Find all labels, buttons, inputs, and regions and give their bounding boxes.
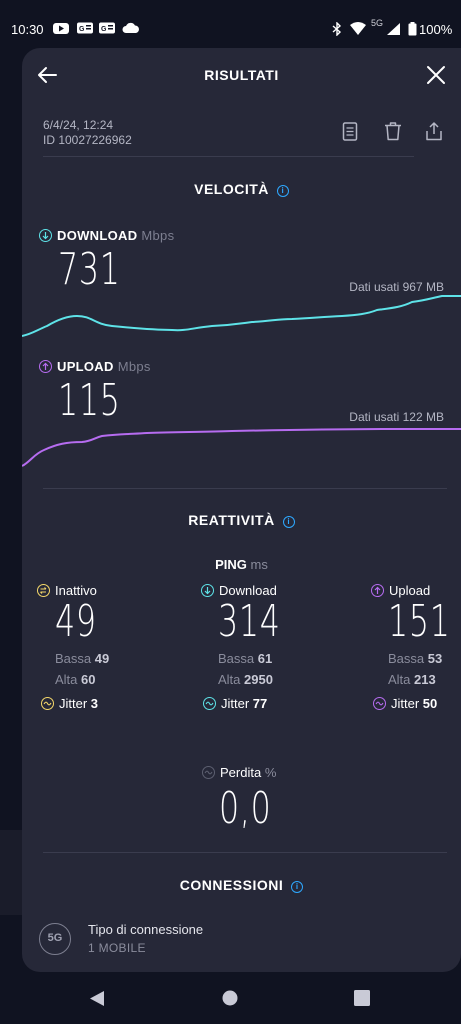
jitter-icon xyxy=(373,697,386,710)
youtube-icon xyxy=(53,23,69,34)
ping-label: PING ms xyxy=(215,557,268,572)
ping-idle: Inattivo xyxy=(37,583,97,598)
ping-upload: Upload xyxy=(371,583,430,598)
download-arrow-icon xyxy=(201,584,214,597)
ping-download-high: Alta 2950 xyxy=(218,672,273,687)
speed-info-icon[interactable]: i xyxy=(276,185,289,197)
download-data-used: Dati usati 967 MB xyxy=(349,280,444,294)
upload-speed-value: 115 xyxy=(58,375,121,426)
loss-icon xyxy=(202,766,215,779)
ping-upload-label: Upload xyxy=(371,583,430,598)
ping-upload-high: Alta 213 xyxy=(388,672,436,687)
ping-download-low: Bassa 61 xyxy=(218,651,273,666)
download-speed-graph xyxy=(22,295,461,337)
document-icon[interactable] xyxy=(342,122,358,142)
svg-text:G: G xyxy=(101,26,107,33)
page-title: RISULTATI xyxy=(204,67,279,83)
connections-section-title: CONNESSIONI i xyxy=(22,877,461,893)
upload-label: UPLOAD Mbps xyxy=(39,359,151,374)
test-date: 6/4/24, 12:24 xyxy=(43,118,114,132)
back-arrow-icon[interactable] xyxy=(36,65,58,85)
status-time: 10:30 xyxy=(11,22,44,37)
idle-icon xyxy=(37,584,50,597)
jitter-icon xyxy=(41,697,54,710)
responsiveness-info-icon[interactable]: i xyxy=(282,516,295,528)
trash-icon[interactable] xyxy=(384,121,402,141)
ping-download-value: 314 xyxy=(218,596,281,647)
header-divider xyxy=(43,156,414,157)
jitter-icon xyxy=(203,697,216,710)
ping-download-label: Download xyxy=(201,583,277,598)
background-shade xyxy=(0,830,22,915)
ping-idle-label: Inattivo xyxy=(37,583,97,598)
connection-type-badge: 5G xyxy=(39,923,71,955)
upload-arrow-icon xyxy=(371,584,384,597)
results-card: RISULTATI 6/4/24, 12:24 ID 10027226962 V… xyxy=(22,48,461,972)
upload-speed-graph xyxy=(22,428,461,467)
navigation-bar xyxy=(0,972,461,1024)
status-bar: 10:30 G G 5G 100% xyxy=(0,0,461,50)
download-arrow-icon xyxy=(39,229,52,242)
connections-info-icon[interactable]: i xyxy=(291,881,304,893)
network-type: 5G xyxy=(371,18,384,28)
download-speed-value: 731 xyxy=(58,244,121,295)
bluetooth-icon xyxy=(332,22,342,36)
home-icon[interactable] xyxy=(222,990,238,1006)
ping-download-jitter: Jitter 77 xyxy=(203,696,267,711)
news-icon: G xyxy=(99,22,115,34)
ping-idle-high: Alta 60 xyxy=(55,672,96,687)
ping-idle-low: Bassa 49 xyxy=(55,651,110,666)
upload-data-used: Dati usati 122 MB xyxy=(349,410,444,424)
ping-idle-jitter: Jitter 3 xyxy=(41,696,98,711)
signal-icon xyxy=(387,23,400,35)
share-icon[interactable] xyxy=(425,121,443,141)
speed-divider xyxy=(43,488,447,489)
connection-type-value: 1 MOBILE xyxy=(88,941,146,955)
test-id: ID 10027226962 xyxy=(43,133,132,147)
ping-idle-value: 49 xyxy=(55,596,97,647)
responsiveness-section-title: REATTIVITÀ i xyxy=(22,512,461,528)
svg-text:G: G xyxy=(79,26,85,33)
ping-upload-jitter: Jitter 50 xyxy=(373,696,437,711)
battery-level: 100% xyxy=(419,22,453,37)
news-icon: G xyxy=(77,22,93,34)
ping-upload-value: 151 xyxy=(388,596,451,647)
speed-section-title: VELOCITÀ i xyxy=(22,181,461,197)
recents-icon[interactable] xyxy=(354,990,370,1006)
wifi-icon xyxy=(350,22,366,35)
ping-download: Download xyxy=(201,583,277,598)
battery-icon xyxy=(408,22,417,36)
responsiveness-divider xyxy=(43,852,447,853)
upload-arrow-icon xyxy=(39,360,52,373)
back-icon[interactable] xyxy=(89,990,105,1007)
cloud-icon xyxy=(122,22,139,33)
packet-loss-value: 0,0 xyxy=(219,783,272,834)
ping-upload-low: Bassa 53 xyxy=(388,651,443,666)
connection-type-label: Tipo di connessione xyxy=(88,922,204,937)
download-label: DOWNLOAD Mbps xyxy=(39,228,174,243)
close-icon[interactable] xyxy=(426,65,446,85)
packet-loss-label: Perdita % xyxy=(202,765,276,780)
